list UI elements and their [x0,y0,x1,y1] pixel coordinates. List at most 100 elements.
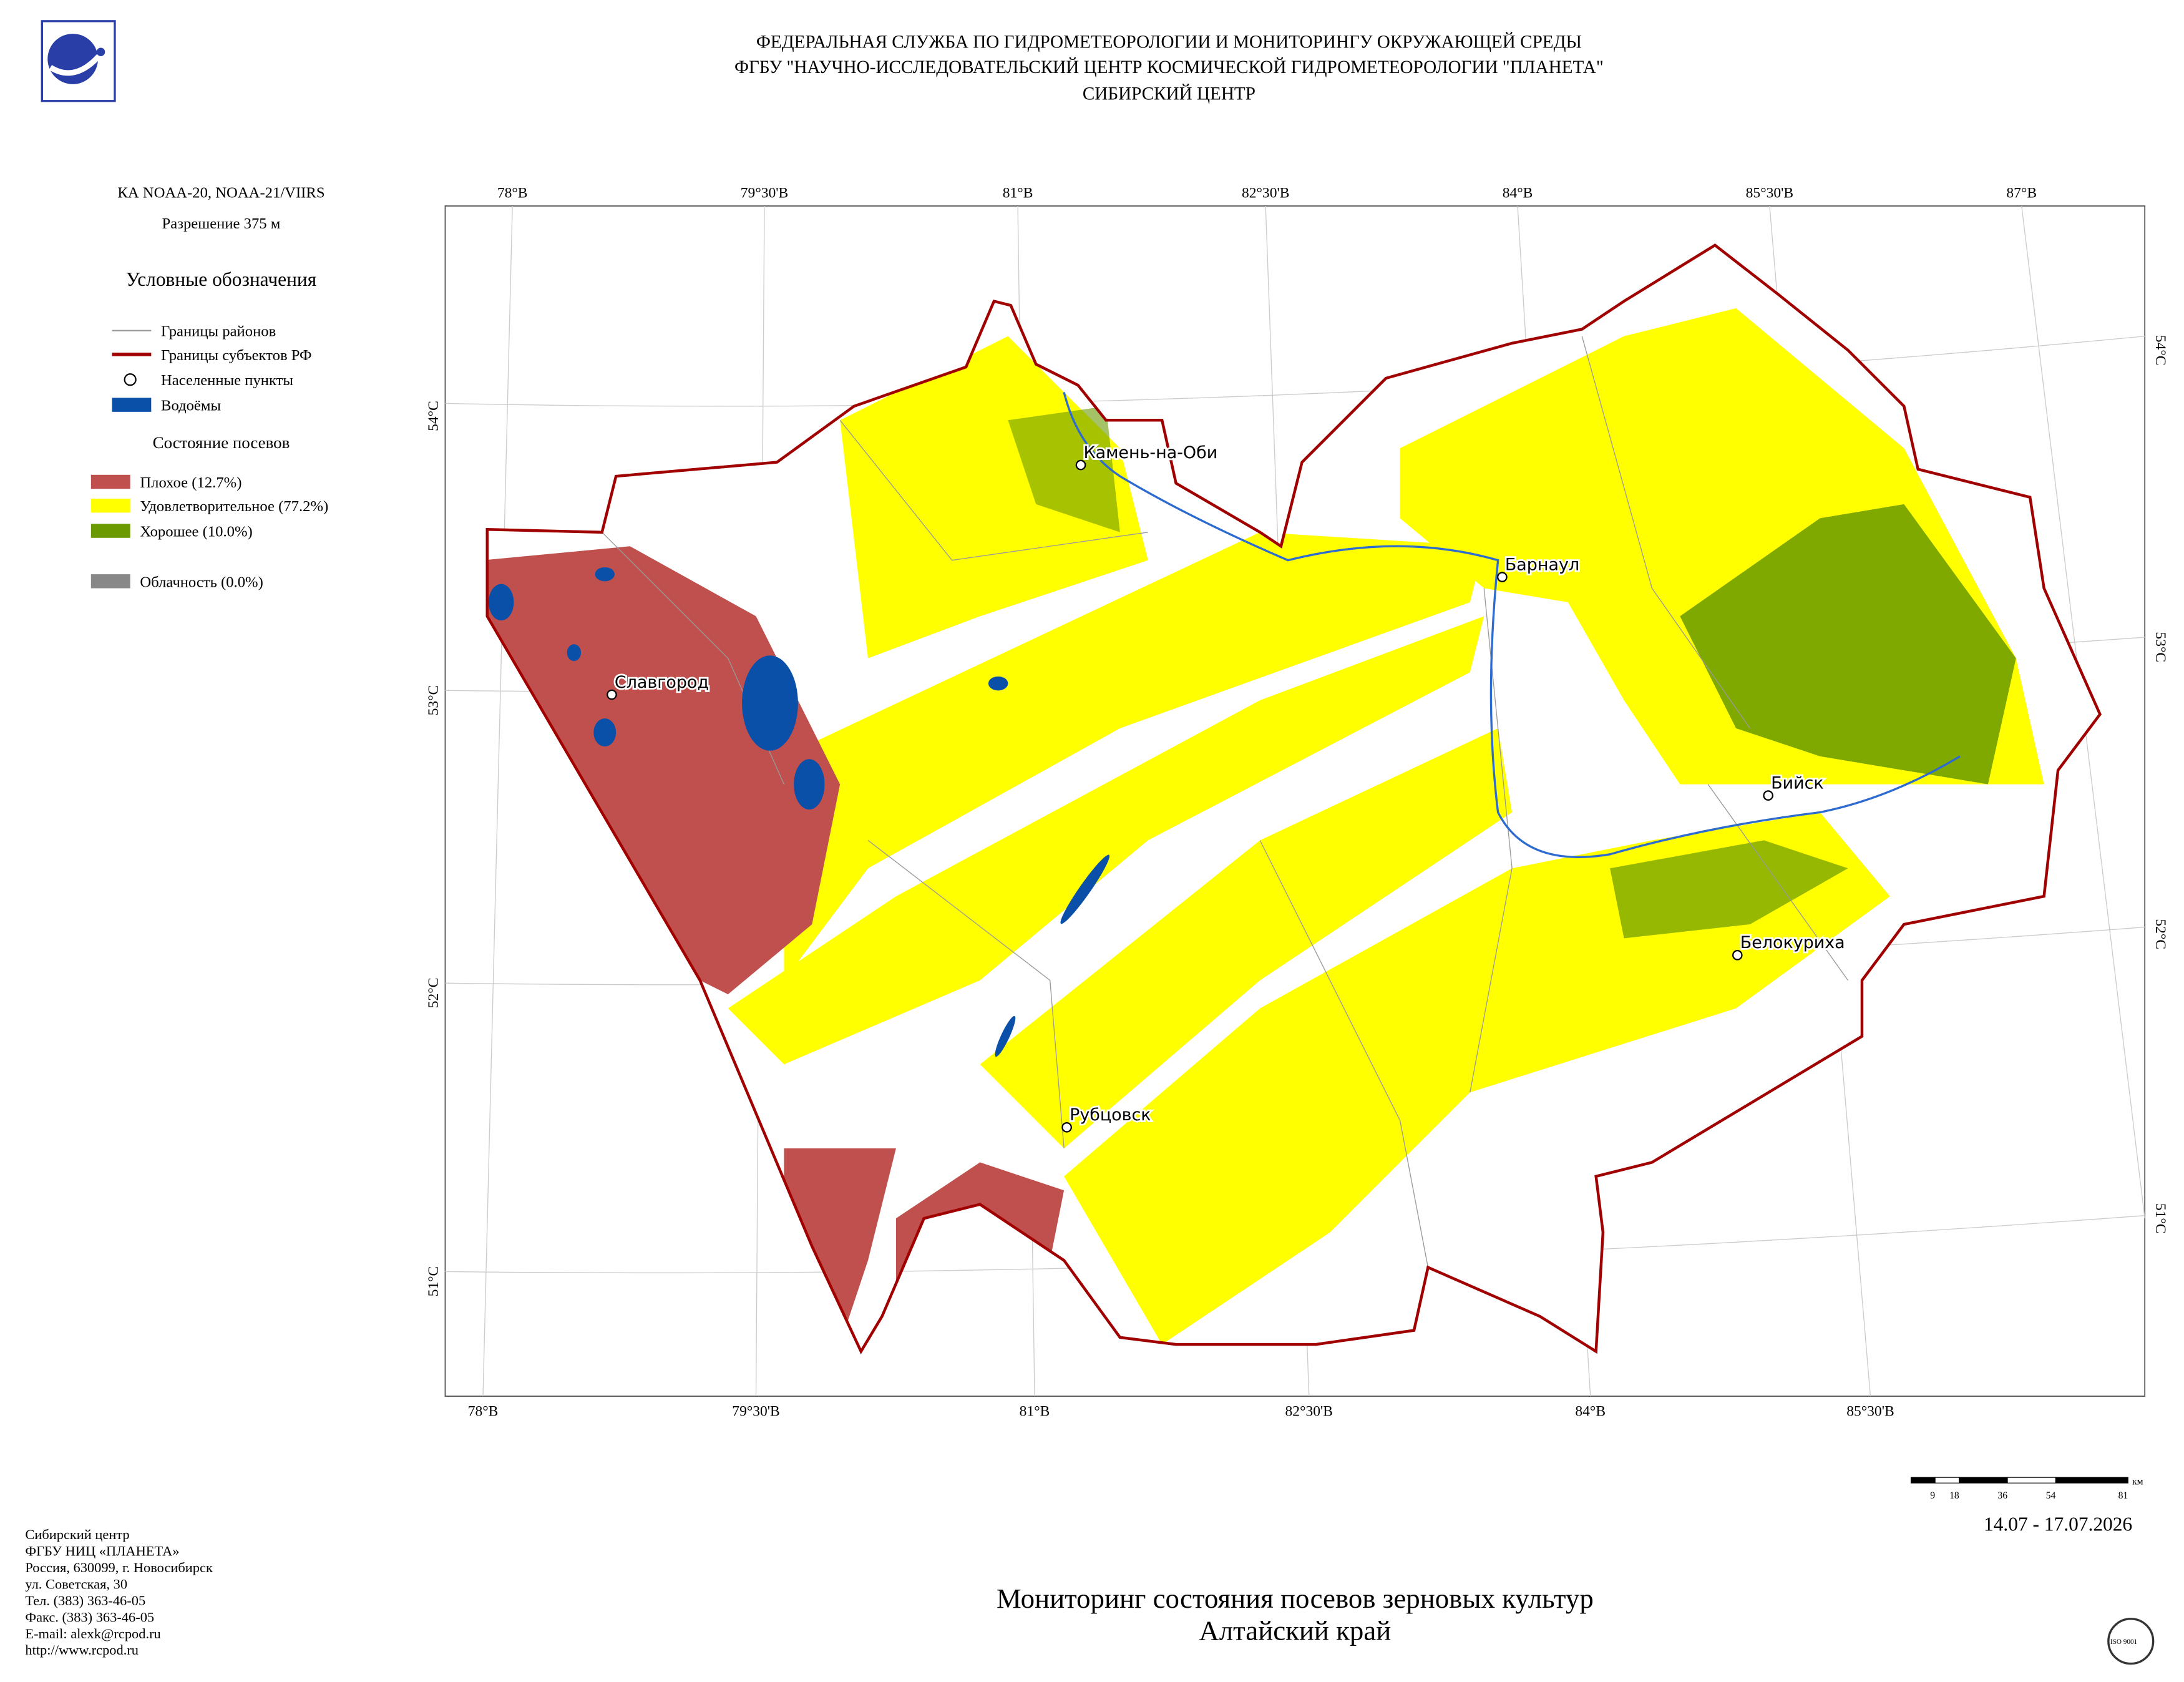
lat-label: 52°С [2152,919,2168,949]
map-shape: Камень-на-Оби Барнаул Славгород Бийск Белоку… [607,441,1846,1133]
map-shape [1470,588,1513,1093]
map-shape [47,34,99,84]
water [489,567,1110,1057]
lat-label: 51°С [2152,1203,2168,1234]
city-marker [607,689,617,700]
header-line: ФГБУ "НАУЧНО-ИССЛЕДОВАТЕЛЬСКИЙ ЦЕНТР КОС… [734,57,1604,77]
contact-line: ул. Советская, 30 [25,1576,127,1592]
map-shape [1707,784,1849,981]
scale-segment [1934,1477,1960,1484]
legend-item: Водоёмы [161,398,221,414]
map-shape [867,839,1065,1149]
lon-label: 81°В [1020,1403,1050,1419]
map-shape: ISO 9001 [2110,1638,2137,1646]
map-shape [1680,504,2016,785]
lon-label: 82°30'В [1242,185,1289,202]
city-label: Барнаул [1505,555,1579,574]
legend-symbol [112,398,152,412]
crop-title: Состояние посевов [153,433,290,452]
scale-unit: км [2132,1476,2143,1487]
legend: КА NOAA-20, NOAA-21/VIIRS Разрешение 375… [90,185,328,590]
lon-label: 78°В [468,1403,499,1419]
lon-label: 82°30'В [1285,1403,1333,1419]
lat-label: 51°С [426,1266,442,1297]
scale-label: 9 [1930,1490,1935,1501]
scale-label: 36 [1997,1490,2007,1501]
map-shape [784,1148,896,1345]
contact-line: http://www.rcpod.ru [25,1642,139,1658]
lon-label: 84°В [1503,185,1533,202]
map-shape [1008,406,1120,532]
lon-label: 79°30'В [732,1403,779,1419]
header-line: СИБИРСКИЙ ЦЕНТР [1083,84,1255,104]
legend-title: Условные обозначения [126,268,316,290]
satellite: КА NOAA-20, NOAA-21/VIIRS [117,185,324,202]
legend-item: Границы районов [161,323,276,340]
legend-item: Облачность (0.0%) [140,574,263,590]
map-shape [839,419,1148,561]
map-shape [1581,336,1751,729]
city-label: Камень-на-Оби [1084,443,1218,462]
city-marker [1075,459,1086,471]
contact-line: Тел. (383) 363-46-05 [25,1593,145,1608]
map-shape [595,567,615,582]
map-shape: 78°В 79°30'В 81°В 82°30'В 84°В 85°30'В 87°В 78°… [426,185,2168,1420]
map-shape [980,728,1513,1148]
lon-label: 85°30'В [1846,1403,1894,1419]
map-shape [1060,854,1110,924]
legend-symbol [90,574,130,589]
lat-label: 54°С [2152,335,2168,366]
city-label: Рубцовск [1070,1105,1151,1125]
map-title: Мониторинг состояния посевов зерновых ку… [997,1583,1594,1614]
lat-label: 53°С [426,685,442,716]
scale-segment [2007,1477,2056,1484]
legend-symbol [90,474,130,489]
city-marker [1061,1122,1072,1133]
city-marker [1763,790,1773,801]
map-shape [742,655,798,751]
lon-label: 78°В [497,185,528,202]
legend-symbol [90,498,130,513]
legend-item: Плохое (12.7%) [140,474,241,491]
contact-line: ФГБУ НИЦ «ПЛАНЕТА» [25,1543,179,1558]
city-label: Бийск [1771,773,1823,793]
map-shape [988,676,1008,691]
scale-segment [1959,1477,2008,1484]
legend-item: Границы субъектов РФ [161,347,312,364]
contact-line: Россия, 630099, г. Новосибирск [25,1560,213,1575]
scale-segment [2055,1477,2128,1484]
map-shape [489,584,514,621]
scale-bar: 9 18 36 54 81 км [1910,1476,2143,1501]
lon-label: 84°В [1575,1403,1606,1419]
map-shape [1259,840,1429,1268]
map-shape [445,336,2145,407]
lon-label: 85°30'В [1746,185,1793,202]
lat-label: 53°С [2152,632,2168,662]
map-subtitle: Алтайский край [1199,1615,1391,1646]
scale-label: 54 [2046,1490,2056,1501]
contact-line: Факс. (383) 363-46-05 [25,1609,154,1625]
map-shape [784,532,1484,980]
city-label: Славгород [615,673,709,692]
lon-label: 81°В [1003,185,1033,202]
scale-label: 18 [1949,1490,1959,1501]
lat-label: 52°С [426,978,442,1009]
scale-segment [1910,1477,1936,1484]
crops [487,308,2044,1345]
map-shape [794,759,825,810]
map-frame [444,205,2146,1397]
legend-symbol [90,524,130,538]
map-shape [49,49,106,76]
map-shape [2107,1618,2155,1665]
city-marker [1732,950,1743,961]
lon-label: 87°В [2006,185,2037,202]
resolution: Разрешение 375 м [162,215,281,232]
header: ФЕДЕРАЛЬНАЯ СЛУЖБА ПО ГИДРОМЕТЕОРОЛОГИИ … [734,32,1604,104]
map-shape [593,718,617,747]
city-marker [1497,572,1508,582]
legend-item: Удовлетворительное (77.2%) [140,498,328,515]
scale-label: 81 [2118,1490,2128,1501]
logo [41,20,116,102]
